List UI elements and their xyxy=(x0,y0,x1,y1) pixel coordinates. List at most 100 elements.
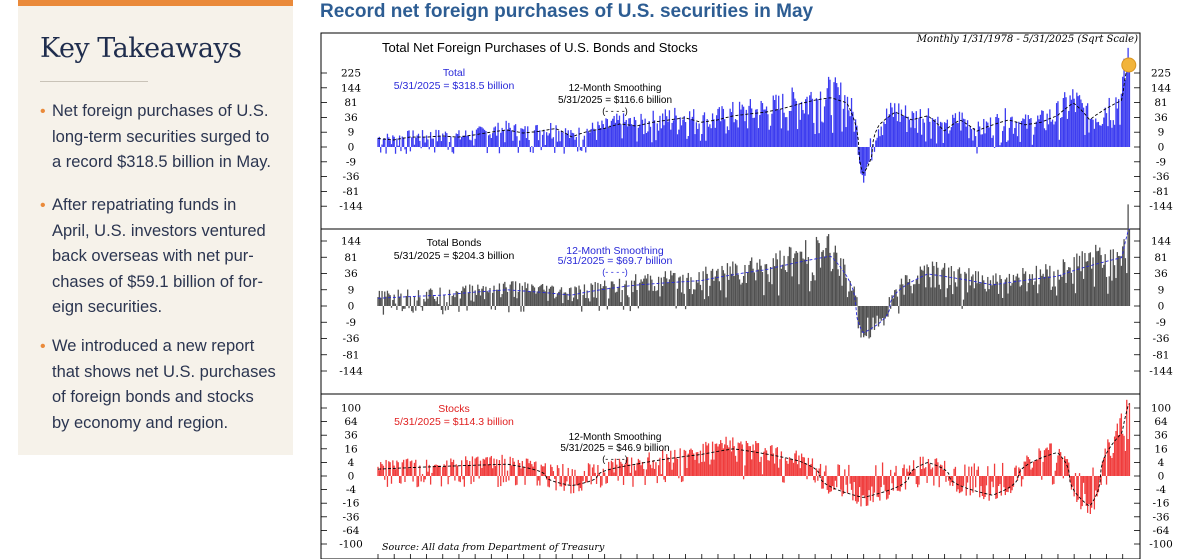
bar xyxy=(504,281,506,306)
bar xyxy=(937,462,939,476)
bar xyxy=(732,101,734,147)
bar xyxy=(409,296,412,306)
bar xyxy=(814,476,816,483)
bar xyxy=(756,109,758,147)
bar xyxy=(810,280,812,306)
bar xyxy=(585,297,587,306)
bar xyxy=(939,289,942,306)
bar xyxy=(953,271,955,306)
bar xyxy=(532,147,534,153)
bar xyxy=(838,275,841,306)
bar xyxy=(818,468,820,476)
bar xyxy=(965,476,967,496)
bar xyxy=(799,119,801,147)
bar xyxy=(428,464,430,476)
bar xyxy=(1080,99,1082,147)
bar xyxy=(1034,126,1036,147)
bar xyxy=(869,306,872,338)
bar xyxy=(428,289,430,306)
bar xyxy=(675,306,677,309)
bar xyxy=(918,283,920,306)
bar xyxy=(440,306,443,310)
y-tick-label-right: 36 xyxy=(1154,430,1168,442)
bar xyxy=(626,457,629,476)
bar xyxy=(524,126,526,147)
bar xyxy=(595,297,598,306)
y-tick-label-right: 9 xyxy=(1158,284,1165,296)
bar xyxy=(880,126,882,147)
y-tick-label-right: -4 xyxy=(1156,484,1167,496)
bar xyxy=(838,464,841,476)
bar xyxy=(761,271,764,306)
bar xyxy=(662,113,664,147)
bar xyxy=(461,290,463,306)
bar xyxy=(768,460,770,476)
bar xyxy=(1012,274,1015,306)
bar xyxy=(672,273,675,306)
bar xyxy=(466,135,468,147)
bar xyxy=(431,138,433,147)
stocks-value: 5/31/2025 = $114.3 billion xyxy=(394,416,514,428)
bar xyxy=(756,443,758,476)
bar xyxy=(640,465,642,476)
bar xyxy=(392,300,394,306)
bar xyxy=(467,135,470,147)
bar xyxy=(737,442,739,476)
bar xyxy=(1049,443,1051,476)
bar xyxy=(1001,130,1004,147)
bar xyxy=(875,465,877,476)
bar xyxy=(962,299,965,306)
bar xyxy=(604,472,606,476)
bar xyxy=(415,306,417,311)
bar xyxy=(461,460,463,476)
bar xyxy=(1050,289,1052,306)
bar xyxy=(498,460,501,476)
bar xyxy=(1019,286,1021,306)
bar xyxy=(970,276,973,306)
bar xyxy=(730,273,733,306)
bar xyxy=(679,448,681,476)
bar xyxy=(1055,462,1058,476)
bar xyxy=(993,463,996,476)
bar xyxy=(473,145,475,147)
bar xyxy=(825,247,827,306)
bar xyxy=(382,139,385,147)
bar xyxy=(675,115,677,147)
bar xyxy=(805,240,807,306)
y-tick-label-left: -81 xyxy=(343,186,360,198)
bar xyxy=(475,457,478,476)
bar xyxy=(992,476,994,488)
bar xyxy=(572,476,575,494)
bar xyxy=(666,278,668,306)
bar xyxy=(497,122,499,147)
bar xyxy=(637,127,640,147)
takeaway-line: eign securities. xyxy=(52,298,163,316)
bar xyxy=(1118,99,1120,147)
bar xyxy=(393,465,395,476)
bar xyxy=(711,441,714,476)
bar xyxy=(709,124,711,147)
bar xyxy=(1030,117,1032,147)
bar xyxy=(729,440,731,476)
bar xyxy=(632,125,634,147)
bar xyxy=(752,117,754,147)
bar xyxy=(736,265,738,306)
takeaway-line: of foreign bonds and stocks xyxy=(52,388,254,406)
bar xyxy=(389,462,391,476)
bar xyxy=(908,119,911,147)
bar xyxy=(443,464,445,476)
bar xyxy=(740,441,742,476)
bar xyxy=(442,133,444,147)
bar xyxy=(649,464,652,476)
bar xyxy=(1051,119,1054,147)
bar xyxy=(867,306,869,318)
bar xyxy=(653,468,656,476)
bar xyxy=(625,119,627,147)
bar xyxy=(501,454,503,476)
bar xyxy=(822,476,824,489)
bar xyxy=(865,147,868,168)
bar xyxy=(682,119,684,147)
bar xyxy=(571,301,573,306)
bar xyxy=(923,468,926,476)
bar xyxy=(1076,476,1078,502)
